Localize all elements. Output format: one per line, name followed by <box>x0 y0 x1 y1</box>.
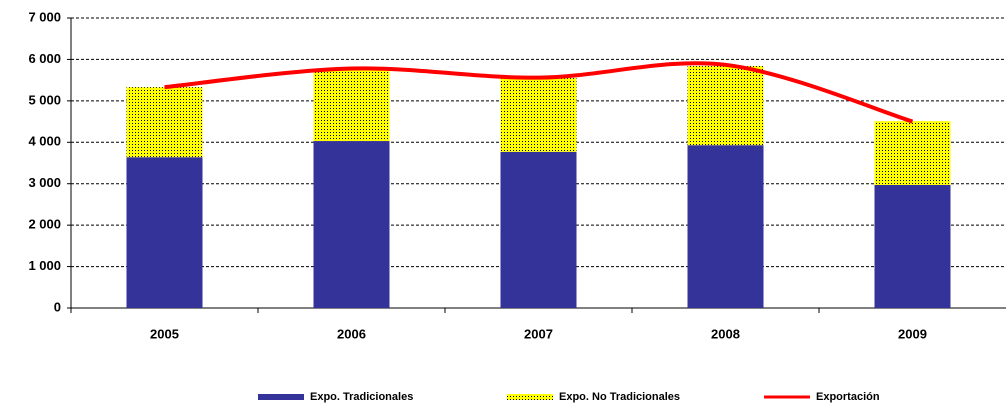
bar <box>126 87 203 158</box>
legend-swatch <box>507 394 553 400</box>
line <box>164 61 914 124</box>
y-tick-label: 7 000 <box>28 9 61 24</box>
bar <box>500 78 577 152</box>
legend-label: Exportación <box>816 391 880 403</box>
y-tick-label: 5 000 <box>28 92 61 107</box>
bar <box>687 66 764 146</box>
bar <box>313 141 390 308</box>
bar <box>687 145 764 308</box>
legend-swatch <box>258 394 304 400</box>
y-tick-label: 6 000 <box>28 51 61 66</box>
x-tick-label: 2007 <box>524 326 553 341</box>
y-tick-label: 1 000 <box>28 258 61 273</box>
x-tick-label: 2008 <box>711 326 740 341</box>
bar <box>874 121 951 185</box>
legend-label: Expo. Tradicionales <box>310 391 413 403</box>
legend-label: Expo. No Tradicionales <box>559 391 680 403</box>
x-tick-label: 2005 <box>150 326 179 341</box>
bar <box>500 151 577 308</box>
y-tick-label: 2 000 <box>28 217 61 232</box>
y-tick-label: 3 000 <box>28 175 61 190</box>
x-tick-label: 2006 <box>337 326 366 341</box>
x-tick-label: 2009 <box>898 326 927 341</box>
bar <box>126 157 203 308</box>
y-tick-label: 4 000 <box>28 134 61 149</box>
bar <box>874 184 951 308</box>
y-tick-label: 0 <box>54 299 61 314</box>
bar <box>313 70 390 142</box>
